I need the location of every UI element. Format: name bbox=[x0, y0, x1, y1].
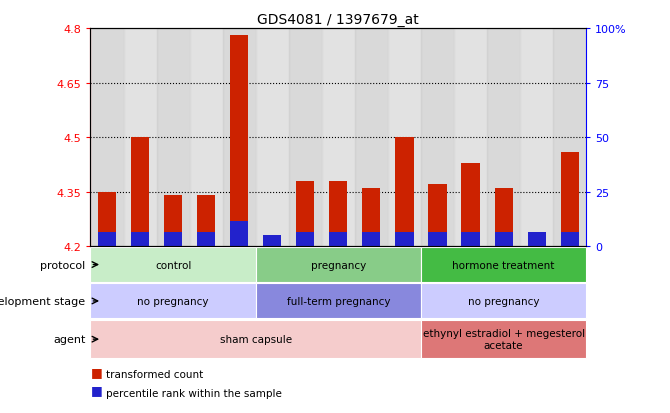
Bar bbox=[462, 163, 480, 247]
Bar bbox=[197, 196, 215, 247]
Bar bbox=[553, 29, 586, 247]
Bar bbox=[289, 29, 322, 247]
Bar bbox=[90, 284, 256, 319]
Text: agent: agent bbox=[53, 335, 86, 344]
Text: no pregnancy: no pregnancy bbox=[137, 296, 209, 306]
Bar bbox=[123, 29, 157, 247]
Bar bbox=[329, 232, 348, 247]
Bar bbox=[263, 240, 281, 247]
Text: full-term pregnancy: full-term pregnancy bbox=[287, 296, 390, 306]
Bar bbox=[454, 29, 487, 247]
Bar bbox=[428, 232, 447, 247]
Bar bbox=[296, 232, 314, 247]
Text: ethynyl estradiol + megesterol
acetate: ethynyl estradiol + megesterol acetate bbox=[423, 329, 585, 350]
Bar bbox=[190, 29, 222, 247]
Title: GDS4081 / 1397679_at: GDS4081 / 1397679_at bbox=[257, 12, 419, 26]
Bar bbox=[131, 232, 149, 247]
Bar bbox=[230, 221, 249, 247]
Bar bbox=[388, 29, 421, 247]
Bar bbox=[527, 232, 546, 247]
Bar bbox=[131, 138, 149, 247]
Bar bbox=[527, 236, 546, 247]
Bar bbox=[561, 232, 579, 247]
Text: development stage: development stage bbox=[0, 296, 86, 306]
Text: control: control bbox=[155, 260, 191, 270]
Bar bbox=[157, 29, 190, 247]
Bar bbox=[362, 232, 381, 247]
Bar bbox=[520, 29, 553, 247]
Text: ■: ■ bbox=[90, 365, 103, 378]
Bar bbox=[98, 232, 116, 247]
Bar bbox=[428, 185, 447, 247]
Bar bbox=[395, 138, 413, 247]
Bar bbox=[296, 181, 314, 247]
Text: protocol: protocol bbox=[40, 260, 86, 270]
Bar bbox=[494, 232, 513, 247]
Bar bbox=[90, 320, 421, 358]
Bar bbox=[421, 247, 586, 282]
Text: pregnancy: pregnancy bbox=[311, 260, 366, 270]
Bar bbox=[329, 181, 348, 247]
Bar bbox=[222, 29, 256, 247]
Bar bbox=[90, 247, 256, 282]
Bar bbox=[421, 29, 454, 247]
Bar bbox=[230, 36, 249, 247]
Bar bbox=[164, 232, 182, 247]
Text: transformed count: transformed count bbox=[106, 369, 203, 379]
Bar bbox=[322, 29, 355, 247]
Bar bbox=[355, 29, 388, 247]
Bar bbox=[421, 284, 586, 319]
Bar bbox=[263, 236, 281, 247]
Bar bbox=[256, 247, 421, 282]
Bar bbox=[362, 189, 381, 247]
Text: percentile rank within the sample: percentile rank within the sample bbox=[106, 388, 282, 398]
Bar bbox=[462, 232, 480, 247]
Bar bbox=[395, 232, 413, 247]
Bar bbox=[256, 29, 289, 247]
Bar bbox=[421, 320, 586, 358]
Bar bbox=[197, 232, 215, 247]
Text: sham capsule: sham capsule bbox=[220, 335, 291, 344]
Text: ■: ■ bbox=[90, 384, 103, 396]
Text: no pregnancy: no pregnancy bbox=[468, 296, 539, 306]
Bar bbox=[256, 284, 421, 319]
Bar bbox=[487, 29, 520, 247]
Bar bbox=[90, 29, 123, 247]
Bar bbox=[164, 196, 182, 247]
Bar bbox=[494, 189, 513, 247]
Bar bbox=[561, 152, 579, 247]
Bar bbox=[98, 192, 116, 247]
Text: hormone treatment: hormone treatment bbox=[452, 260, 555, 270]
